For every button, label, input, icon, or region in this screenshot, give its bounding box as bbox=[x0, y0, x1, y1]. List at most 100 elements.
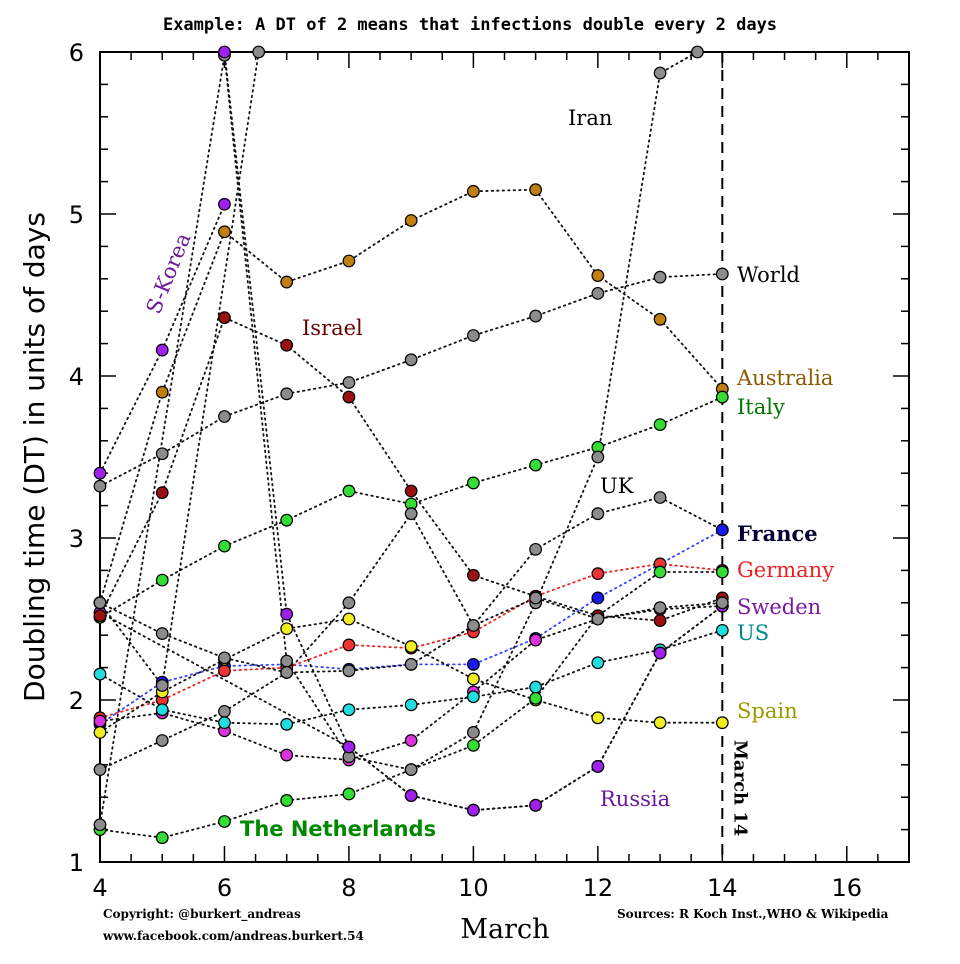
x-tick-label: 12 bbox=[583, 874, 614, 902]
data-point-iran bbox=[691, 45, 704, 59]
data-point-us bbox=[466, 690, 480, 704]
data-point-world bbox=[591, 286, 605, 300]
series-label-france: France bbox=[737, 521, 818, 546]
data-point-uk bbox=[529, 542, 543, 556]
data-point-israel bbox=[93, 609, 107, 623]
data-point-the-netherlands bbox=[155, 831, 169, 845]
data-point-unnamed bbox=[342, 740, 356, 754]
data-point-spain bbox=[715, 716, 729, 730]
x-tick-label: 14 bbox=[707, 874, 738, 902]
series-line-uk bbox=[99, 496, 724, 771]
data-point-us bbox=[280, 717, 294, 731]
data-point-unnamed bbox=[653, 646, 667, 660]
data-point-unnamed bbox=[342, 664, 356, 678]
data-point-unnamed bbox=[466, 619, 480, 632]
data-point-germany bbox=[218, 664, 231, 678]
data-point-world bbox=[218, 410, 231, 423]
data-point-us bbox=[93, 667, 107, 681]
data-point-israel bbox=[218, 311, 231, 325]
data-point-spain bbox=[93, 726, 107, 739]
series-label-italy: Italy bbox=[737, 395, 785, 419]
y-axis: 1 2 3 4 5 6 bbox=[69, 39, 909, 877]
data-point-italy bbox=[155, 573, 169, 587]
data-point-iran bbox=[93, 818, 107, 832]
marker-label: March 14 bbox=[729, 740, 750, 836]
data-point-world bbox=[155, 447, 169, 461]
data-point-australia bbox=[280, 275, 294, 289]
data-point-spain bbox=[653, 716, 667, 730]
data-point-sweden bbox=[93, 714, 107, 728]
data-point-the-netherlands bbox=[342, 787, 356, 801]
data-point-uk bbox=[404, 507, 418, 521]
data-point-unnamed bbox=[466, 803, 480, 817]
series-labels: World Australia Italy UK France Germany Sweden… bbox=[141, 106, 834, 841]
series-label-israel: Israel bbox=[302, 316, 363, 340]
data-point-uk bbox=[591, 507, 605, 521]
data-point-spain bbox=[404, 640, 418, 653]
data-point-unnamed bbox=[218, 45, 231, 59]
y-tick-label: 6 bbox=[69, 39, 84, 67]
data-point-spain bbox=[280, 622, 294, 636]
data-point-unnamed bbox=[280, 607, 294, 621]
series-label-australia: Australia bbox=[736, 366, 833, 390]
data-point-israel bbox=[342, 390, 356, 404]
data-point-australia bbox=[218, 225, 231, 239]
data-point-unnamed bbox=[715, 596, 729, 610]
data-point-australia bbox=[404, 214, 418, 227]
data-point-world bbox=[715, 267, 729, 281]
y-tick-label: 5 bbox=[69, 201, 84, 229]
data-point-israel bbox=[466, 568, 480, 582]
data-point-iran bbox=[466, 726, 480, 739]
data-point-iran bbox=[280, 654, 294, 668]
data-point-s-korea bbox=[93, 466, 107, 480]
series-label-s-korea: S-Korea bbox=[141, 229, 195, 317]
data-point-australia bbox=[653, 312, 667, 326]
data-point-the-netherlands bbox=[529, 691, 543, 705]
data-point-us bbox=[404, 698, 418, 712]
data-point-uk bbox=[218, 704, 231, 718]
data-point-unnamed bbox=[591, 612, 605, 626]
data-point-the-netherlands bbox=[715, 565, 729, 579]
data-point-australia bbox=[466, 184, 480, 198]
series-line-s-korea bbox=[99, 203, 226, 475]
data-point-italy bbox=[280, 513, 294, 527]
data-point-sweden bbox=[280, 748, 294, 762]
x-tick-label: 10 bbox=[458, 874, 489, 902]
series-label-iran: Iran bbox=[568, 106, 612, 130]
data-point-iran bbox=[591, 450, 605, 464]
series-line-france bbox=[99, 529, 724, 726]
series-line-sweden bbox=[99, 605, 724, 761]
series-label-uk: UK bbox=[600, 474, 634, 498]
data-point-spain bbox=[342, 612, 356, 626]
data-point-world bbox=[93, 479, 107, 493]
y-axis-label: Doubling time (DT) in units of days bbox=[18, 212, 51, 702]
series-line-spain bbox=[99, 618, 724, 734]
data-point-world bbox=[280, 387, 294, 401]
data-point-italy bbox=[653, 418, 667, 432]
data-point-world bbox=[529, 309, 543, 323]
data-point-us bbox=[155, 703, 169, 717]
data-point-italy bbox=[342, 484, 356, 498]
facebook-link[interactable]: www.facebook.com/andreas.burkert.54 bbox=[102, 929, 364, 943]
series-label-russia: Russia bbox=[600, 787, 670, 811]
series-line-the-netherlands bbox=[99, 571, 724, 839]
data-point-unnamed bbox=[653, 601, 667, 615]
data-point-germany bbox=[591, 567, 605, 581]
data-point-australia bbox=[342, 254, 356, 268]
data-point-unnamed bbox=[252, 45, 266, 59]
series-lines bbox=[99, 51, 724, 839]
data-point-world bbox=[466, 329, 480, 342]
data-point-unnamed bbox=[218, 651, 231, 665]
x-tick-label: 16 bbox=[831, 874, 862, 902]
data-point-israel bbox=[280, 338, 294, 352]
data-point-france bbox=[466, 657, 480, 671]
data-point-israel bbox=[404, 484, 418, 498]
data-point-uk bbox=[342, 596, 356, 610]
data-point-spain bbox=[466, 672, 480, 686]
data-point-italy bbox=[529, 458, 543, 472]
data-point-us bbox=[529, 680, 543, 694]
data-point-unnamed bbox=[155, 679, 169, 692]
sources-text: Sources: R Koch Inst.,WHO & Wikipedia bbox=[617, 907, 889, 921]
data-point-unnamed bbox=[529, 591, 543, 605]
